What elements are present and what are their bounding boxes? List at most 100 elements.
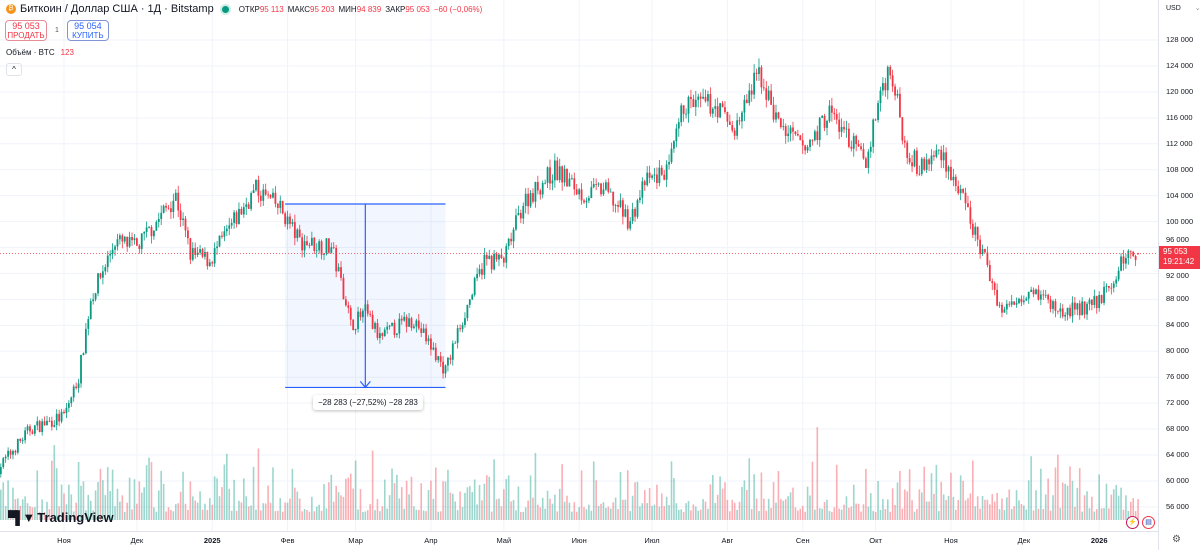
volume-bar bbox=[668, 505, 670, 520]
event-us-flag-icon[interactable]: ▤ bbox=[1142, 516, 1155, 529]
volume-bar bbox=[933, 493, 935, 520]
volume-bar bbox=[359, 489, 362, 520]
candle-body bbox=[284, 213, 287, 225]
volume-bar bbox=[1083, 495, 1086, 520]
volume-bar bbox=[614, 497, 617, 520]
volume-bar bbox=[660, 493, 663, 520]
candle-body bbox=[1093, 296, 1096, 306]
symbol-title[interactable]: Биткоин / Доллар США · 1Д · Bitstamp bbox=[20, 3, 214, 15]
volume-bar bbox=[153, 507, 155, 520]
candle-body bbox=[612, 191, 615, 206]
volume-bar bbox=[702, 499, 704, 520]
candle-body bbox=[430, 338, 432, 350]
candle-body bbox=[631, 209, 634, 222]
volume-bar bbox=[884, 509, 887, 520]
candle-body bbox=[447, 357, 449, 366]
candle-body bbox=[726, 112, 729, 122]
candle-body bbox=[427, 338, 430, 342]
measure-arrow-icon bbox=[359, 381, 371, 389]
volume-bar bbox=[133, 479, 136, 520]
volume-bar bbox=[456, 510, 459, 520]
event-lightning-icon[interactable]: ⚡ bbox=[1126, 516, 1139, 529]
volume-bar bbox=[1035, 490, 1037, 520]
volume-bar bbox=[782, 500, 785, 520]
candle-body bbox=[179, 210, 182, 220]
volume-bar bbox=[546, 490, 549, 520]
volume-bar bbox=[1108, 508, 1110, 520]
volume-bar bbox=[507, 475, 510, 520]
price-axis[interactable] bbox=[1158, 0, 1200, 550]
candle-body bbox=[1078, 303, 1081, 316]
symbol-header: ₿ Биткоин / Доллар США · 1Д · Bitstamp О… bbox=[6, 3, 482, 15]
candle-body bbox=[750, 90, 753, 95]
candle-body bbox=[279, 200, 282, 208]
candle-body bbox=[408, 318, 410, 327]
open-label: ОТКР bbox=[238, 4, 260, 14]
candle-body bbox=[14, 450, 17, 453]
volume-bar bbox=[896, 482, 899, 520]
volume-bar bbox=[191, 496, 194, 520]
candle-body bbox=[104, 267, 107, 272]
volume-bar bbox=[976, 496, 979, 520]
volume-bar bbox=[799, 508, 802, 520]
tradingview-logo-text: TradingView bbox=[37, 510, 114, 525]
volume-bar bbox=[950, 472, 952, 520]
candle-body bbox=[529, 193, 532, 207]
candle-body bbox=[731, 124, 734, 131]
candle-body bbox=[719, 103, 721, 118]
volume-bar bbox=[801, 505, 804, 520]
high-label: МАКС bbox=[287, 4, 311, 14]
candle-body bbox=[194, 248, 197, 255]
volume-bar bbox=[148, 457, 150, 520]
volume-bar bbox=[857, 503, 860, 520]
buy-button[interactable]: 95 054 КУПИТЬ bbox=[66, 20, 109, 41]
volume-legend[interactable]: Объём · BTC 123 bbox=[6, 48, 74, 57]
candle-body bbox=[371, 314, 374, 329]
candle-body bbox=[218, 235, 221, 247]
volume-bar bbox=[354, 460, 357, 520]
low-label: МИН bbox=[338, 4, 357, 14]
candle-body bbox=[714, 106, 717, 109]
volume-bar bbox=[991, 494, 994, 520]
volume-bar bbox=[138, 481, 141, 520]
candle-body bbox=[327, 238, 330, 253]
candle-body bbox=[116, 239, 119, 247]
candle-body bbox=[770, 90, 773, 105]
volume-bar bbox=[1013, 506, 1015, 520]
candle-body bbox=[950, 166, 952, 181]
candle-body bbox=[534, 181, 537, 202]
time-axis[interactable] bbox=[0, 531, 1158, 550]
volume-bar bbox=[274, 511, 277, 520]
volume-bar bbox=[578, 507, 580, 520]
volume-bar bbox=[447, 469, 449, 520]
candle-body bbox=[1005, 303, 1008, 310]
candle-body bbox=[420, 328, 423, 333]
candle-body bbox=[1132, 251, 1135, 257]
volume-bar bbox=[636, 481, 639, 520]
settings-icon[interactable]: ⚙ bbox=[1172, 534, 1181, 545]
candle-body bbox=[604, 182, 607, 190]
candle-body bbox=[80, 354, 82, 384]
candle-body bbox=[301, 237, 304, 251]
volume-bar bbox=[211, 504, 214, 520]
volume-bar bbox=[213, 476, 216, 520]
price-chart[interactable] bbox=[0, 0, 1158, 531]
currency-selector[interactable]: USD ⌄ bbox=[1166, 4, 1200, 12]
volume-bar bbox=[675, 503, 678, 520]
volume-bar bbox=[332, 501, 335, 520]
sell-button[interactable]: 95 053 ПРОДАТЬ bbox=[5, 20, 47, 41]
collapse-legend-button[interactable]: ^ bbox=[6, 63, 22, 76]
volume-bar bbox=[204, 503, 206, 520]
candle-body bbox=[1129, 250, 1132, 252]
market-status-icon[interactable] bbox=[221, 5, 229, 13]
candle-body bbox=[77, 383, 80, 389]
tradingview-logo[interactable]: ▀▌▼ TradingView bbox=[8, 510, 114, 525]
candle-body bbox=[1110, 287, 1113, 289]
candle-body bbox=[313, 237, 316, 251]
volume-bar bbox=[371, 450, 374, 520]
time-tick-label: Окт bbox=[869, 536, 882, 545]
volume-bar bbox=[240, 502, 243, 520]
candle-body bbox=[464, 318, 466, 325]
candle-body bbox=[855, 135, 858, 145]
volume-bar bbox=[529, 475, 532, 520]
